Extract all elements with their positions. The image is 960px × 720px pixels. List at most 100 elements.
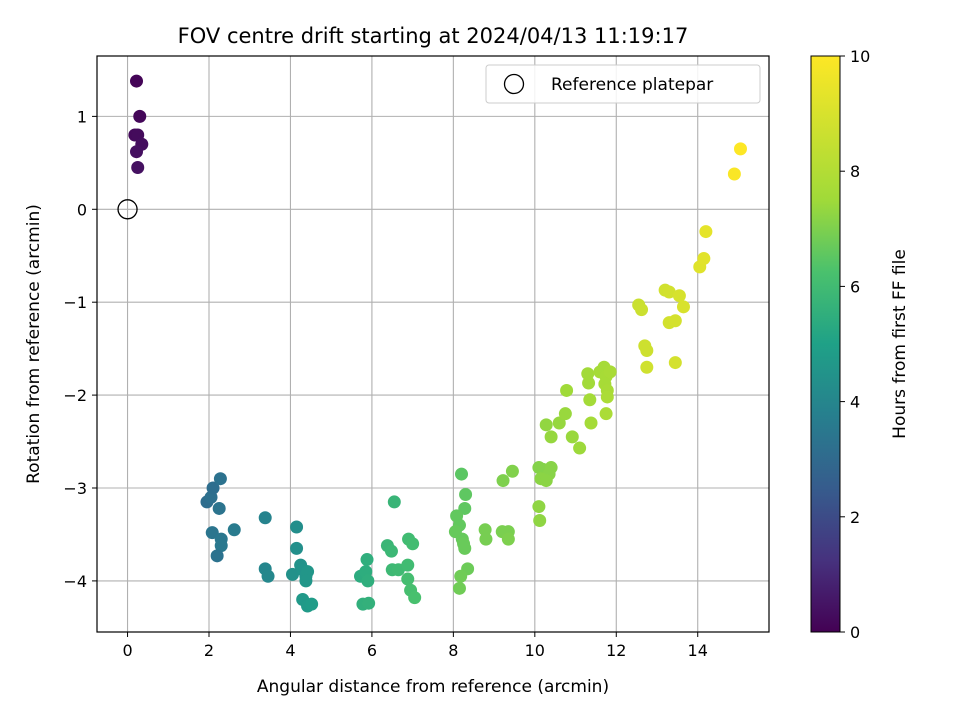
legend: Reference platepar — [485, 64, 761, 104]
data-point — [479, 532, 493, 546]
data-point — [668, 356, 682, 370]
reference-marker-group — [117, 199, 138, 220]
x-tick-label: 2 — [204, 641, 214, 660]
colorbar-ticks: 0 2 4 6 8 10 — [840, 47, 870, 642]
data-point — [565, 430, 579, 444]
data-point — [505, 464, 519, 478]
data-point — [305, 597, 319, 611]
colorbar-tick-label: 2 — [850, 508, 860, 527]
y-tick-label: 1 — [77, 107, 87, 126]
data-point — [261, 569, 275, 583]
y-tick-label: −3 — [63, 479, 87, 498]
data-point — [455, 467, 469, 481]
data-point — [662, 285, 676, 299]
legend-marker-reference — [503, 73, 525, 95]
y-tick-label: −2 — [63, 386, 87, 405]
data-point — [401, 558, 415, 572]
data-point — [384, 544, 398, 558]
plot-area-frame — [96, 55, 770, 633]
data-point — [290, 520, 304, 534]
colorbar-label: Hours from first FF file — [890, 249, 910, 439]
data-point — [544, 430, 558, 444]
colorbar-tick-label: 0 — [850, 623, 860, 642]
x-axis-label: Angular distance from reference (arcmin) — [257, 677, 609, 697]
colorbar-tick-label: 8 — [850, 162, 860, 181]
data-point — [210, 549, 224, 563]
x-tick-label: 4 — [285, 641, 295, 660]
data-point — [130, 74, 144, 88]
data-point — [640, 344, 654, 358]
data-point — [672, 289, 686, 303]
data-point — [285, 567, 299, 581]
y-axis-label: Rotation from reference (arcmin) — [24, 204, 44, 484]
data-point — [697, 252, 711, 266]
data-point — [539, 474, 553, 488]
data-point — [401, 572, 415, 586]
grid-lines — [97, 56, 769, 632]
data-point — [560, 383, 574, 397]
data-point — [452, 581, 466, 595]
x-tick-label: 6 — [367, 641, 377, 660]
scatter-points — [128, 74, 747, 613]
data-point — [600, 390, 614, 404]
data-point — [581, 367, 595, 381]
legend-entry-label: Reference platepar — [551, 75, 713, 95]
y-tick-label: −1 — [63, 293, 87, 312]
data-point — [290, 541, 304, 555]
data-point — [258, 511, 272, 525]
data-point — [458, 541, 472, 555]
data-point — [573, 441, 587, 455]
colorbar-tick-label: 6 — [850, 277, 860, 296]
data-point — [599, 407, 613, 421]
data-point — [727, 167, 741, 181]
data-point — [227, 523, 241, 537]
data-point — [387, 495, 401, 509]
data-point — [360, 553, 374, 567]
data-point — [603, 365, 617, 379]
reference-platepar-marker — [117, 199, 138, 220]
colorbar-tick-label: 4 — [850, 393, 860, 412]
data-point — [406, 537, 420, 551]
x-tick-label: 12 — [606, 641, 626, 660]
data-point — [408, 591, 422, 605]
data-point — [454, 569, 468, 583]
data-point — [676, 300, 690, 314]
x-tick-label: 8 — [448, 641, 458, 660]
data-point — [362, 596, 376, 610]
data-point — [212, 501, 226, 515]
data-point — [131, 160, 145, 174]
data-point — [459, 488, 473, 502]
data-point — [133, 109, 147, 123]
data-point — [733, 142, 747, 156]
data-point — [640, 360, 654, 374]
data-point — [532, 500, 546, 514]
data-point — [552, 416, 566, 430]
data-point — [130, 145, 144, 159]
y-tick-label: 0 — [77, 200, 87, 219]
x-tick-label: 14 — [688, 641, 708, 660]
data-point — [501, 532, 515, 546]
data-point — [496, 474, 510, 488]
data-point — [635, 303, 649, 317]
data-point — [558, 407, 572, 421]
axis-ticks: 0 2 4 6 8 10 12 14 −4 −3 −2 −1 0 1 — [63, 107, 708, 660]
data-point — [299, 574, 313, 588]
chart-title: FOV centre drift starting at 2024/04/13 … — [178, 24, 689, 48]
colorbar — [810, 55, 841, 633]
data-point — [205, 526, 219, 540]
data-point — [668, 314, 682, 328]
data-point — [361, 574, 375, 588]
x-tick-label: 0 — [122, 641, 132, 660]
legend-box — [485, 64, 761, 104]
data-point — [214, 539, 228, 553]
data-point — [478, 523, 492, 537]
x-tick-label: 10 — [525, 641, 545, 660]
data-point — [583, 393, 597, 407]
data-point — [206, 481, 220, 495]
data-point — [533, 514, 547, 528]
data-point — [584, 416, 598, 430]
data-point — [539, 418, 553, 432]
colorbar-tick-label: 10 — [850, 47, 870, 66]
data-point — [213, 472, 227, 486]
